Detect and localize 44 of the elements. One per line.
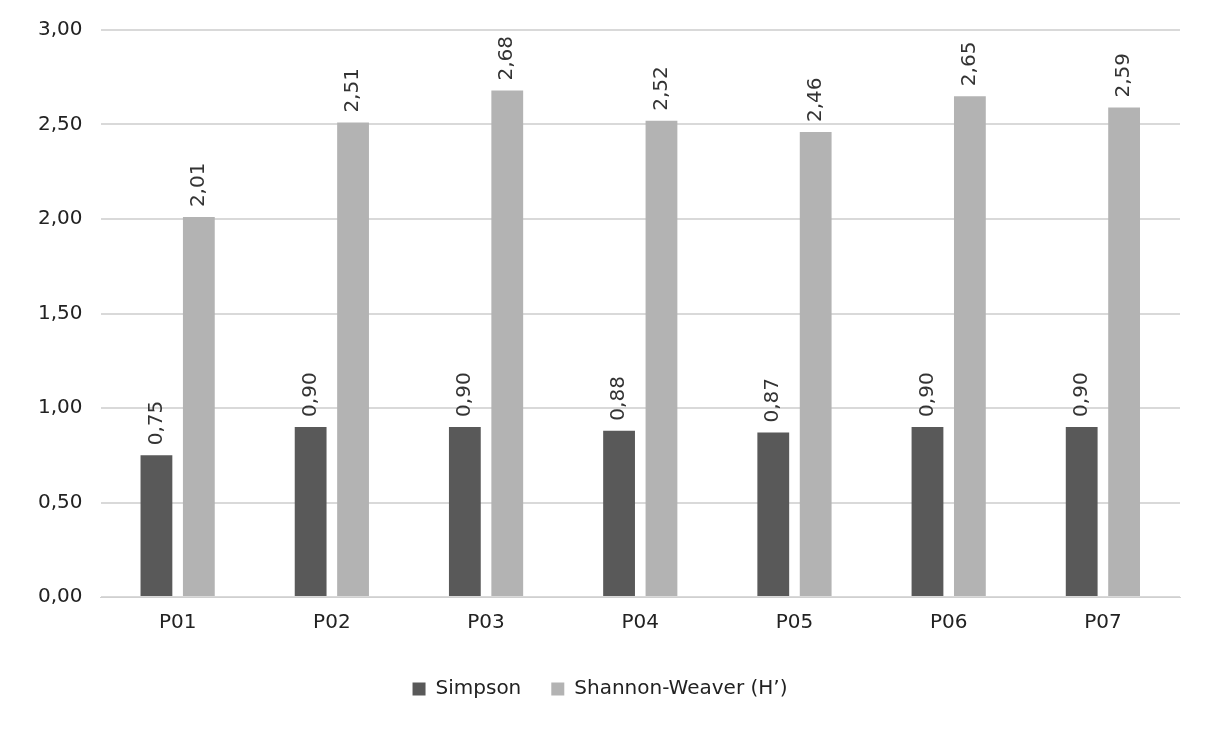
bar xyxy=(911,426,944,596)
data-label: 0,87 xyxy=(759,378,784,423)
y-tick-label: 1,00 xyxy=(38,394,83,419)
bar xyxy=(757,432,790,596)
y-tick-label: 0,00 xyxy=(38,583,83,608)
data-label: 2,59 xyxy=(1110,52,1135,98)
bar xyxy=(953,96,986,596)
x-tick-label: P07 xyxy=(1084,609,1122,634)
data-label: 0,90 xyxy=(913,372,938,417)
y-tick-label: 0,50 xyxy=(38,488,83,513)
x-tick-label: P04 xyxy=(621,609,660,634)
bar xyxy=(799,132,832,596)
bar xyxy=(603,430,635,596)
x-tick-label: P06 xyxy=(929,609,968,634)
x-tick-label: P02 xyxy=(313,609,351,634)
data-label: 2,65 xyxy=(956,41,981,87)
bar xyxy=(182,217,215,596)
data-label: 0,88 xyxy=(605,376,630,421)
data-label: 0,90 xyxy=(296,372,321,417)
data-label: 0,90 xyxy=(451,372,476,417)
bar xyxy=(491,90,524,596)
data-label: 2,68 xyxy=(493,35,518,81)
x-tick-label: P05 xyxy=(775,609,814,634)
bar xyxy=(448,426,481,596)
legend-label: Shannon-Weaver (H’) xyxy=(574,675,788,700)
bar xyxy=(645,120,678,596)
y-tick-label: 2,50 xyxy=(38,110,83,135)
y-tick-label: 3,00 xyxy=(38,16,83,41)
data-label: 2,51 xyxy=(339,68,364,113)
bar xyxy=(1108,107,1140,596)
y-tick-label: 2,00 xyxy=(38,205,83,230)
bar xyxy=(1065,426,1098,596)
bar xyxy=(337,122,369,596)
y-tick-label: 1,50 xyxy=(38,299,83,324)
data-label: 0,75 xyxy=(142,400,167,446)
bar xyxy=(140,455,173,596)
bar xyxy=(294,426,327,596)
x-tick-label: P03 xyxy=(467,609,505,634)
x-tick-label: P01 xyxy=(158,609,197,634)
data-label: 2,52 xyxy=(647,66,672,111)
data-label: 2,01 xyxy=(185,162,210,208)
data-label: 2,46 xyxy=(801,77,826,123)
data-label: 0,90 xyxy=(1067,372,1092,417)
legend-label: Simpson xyxy=(435,675,522,700)
